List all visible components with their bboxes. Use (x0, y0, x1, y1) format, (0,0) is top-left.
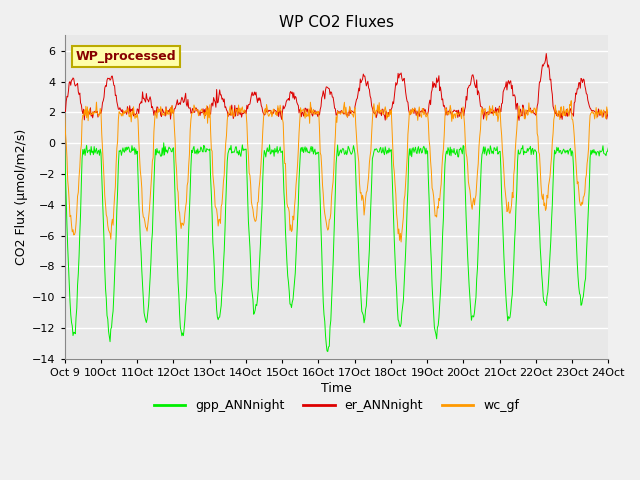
gpp_ANNnight (420, 144, 428, 149)
Line: wc_gf: wc_gf (65, 101, 608, 242)
gpp_ANNnight (404, 187, 412, 192)
er_ANNnight (70, 81, 78, 86)
gpp_ANNnight (211, 288, 219, 294)
Y-axis label: CO2 Flux (μmol/m2/s): CO2 Flux (μmol/m2/s) (15, 129, 28, 265)
gpp_ANNnight (324, 348, 332, 354)
wc_gf (127, 109, 134, 115)
Line: gpp_ANNnight: gpp_ANNnight (65, 143, 608, 351)
er_ANNnight (211, 97, 218, 103)
gpp_ANNnight (604, 145, 612, 151)
er_ANNnight (604, 107, 612, 113)
wc_gf (604, 112, 612, 118)
gpp_ANNnight (127, 149, 134, 155)
gpp_ANNnight (61, 147, 68, 153)
wc_gf (403, 155, 411, 161)
er_ANNnight (515, 118, 523, 123)
wc_gf (211, 188, 218, 193)
Text: WP_processed: WP_processed (76, 50, 176, 63)
wc_gf (397, 239, 405, 245)
wc_gf (70, 231, 78, 237)
wc_gf (61, 111, 68, 117)
er_ANNnight (127, 109, 134, 115)
Title: WP CO2 Fluxes: WP CO2 Fluxes (279, 15, 394, 30)
er_ANNnight (419, 109, 426, 115)
er_ANNnight (543, 51, 550, 57)
gpp_ANNnight (182, 294, 190, 300)
wc_gf (182, 204, 189, 210)
wc_gf (419, 106, 427, 111)
er_ANNnight (182, 90, 189, 96)
X-axis label: Time: Time (321, 382, 352, 395)
er_ANNnight (61, 108, 68, 113)
wc_gf (568, 98, 575, 104)
gpp_ANNnight (70, 330, 78, 336)
er_ANNnight (403, 95, 410, 100)
gpp_ANNnight (160, 140, 168, 145)
Legend: gpp_ANNnight, er_ANNnight, wc_gf: gpp_ANNnight, er_ANNnight, wc_gf (149, 395, 524, 418)
Line: er_ANNnight: er_ANNnight (65, 54, 608, 120)
